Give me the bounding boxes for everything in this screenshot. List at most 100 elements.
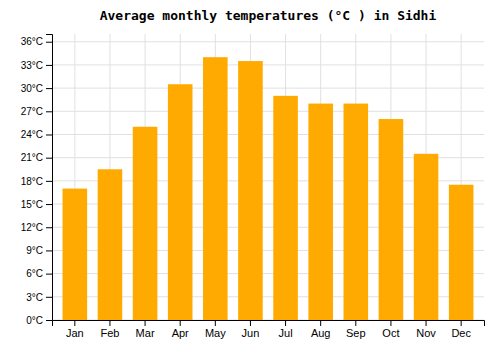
y-tick: 33°C xyxy=(21,60,52,71)
y-tick-label: 36°C xyxy=(21,36,43,47)
bar xyxy=(308,104,333,320)
bars xyxy=(63,57,474,320)
x-tick-mark xyxy=(426,320,427,326)
x-tick: Feb xyxy=(100,320,119,339)
grid-line-y xyxy=(52,64,484,65)
y-tick: 24°C xyxy=(21,129,52,140)
x-axis-line xyxy=(53,321,485,327)
x-tick-label: Jan xyxy=(66,327,84,339)
y-tick-mark xyxy=(46,111,52,112)
bar xyxy=(168,84,193,320)
bar xyxy=(414,154,439,320)
y-axis: 0°C 3°C 6°C 9°C 12°C 15°C 18°C 21°C 24°C 27°C 30°C… xyxy=(21,35,53,326)
y-tick-label: 9°C xyxy=(26,245,43,256)
x-tick: Dec xyxy=(451,320,471,339)
bar xyxy=(98,169,123,320)
x-tick-label: Sep xyxy=(346,327,366,339)
y-tick-label: 24°C xyxy=(21,129,43,140)
x-tick: Oct xyxy=(382,320,399,339)
bar xyxy=(449,185,474,320)
x-tick-mark xyxy=(215,320,216,326)
y-tick: 6°C xyxy=(26,268,52,279)
x-tick: Apr xyxy=(172,320,189,339)
y-tick-label: 27°C xyxy=(21,106,43,117)
x-tick-label: Jun xyxy=(242,327,260,339)
y-tick-mark xyxy=(46,297,52,298)
grid-line-y xyxy=(52,41,484,42)
grid xyxy=(52,34,484,320)
bar xyxy=(344,104,369,320)
y-tick: 36°C xyxy=(21,36,52,47)
grid-line-y xyxy=(52,134,484,135)
bar xyxy=(238,61,263,320)
y-tick: 18°C xyxy=(21,176,52,187)
y-tick-label: 33°C xyxy=(21,60,43,71)
y-tick: 3°C xyxy=(26,292,52,303)
y-tick-mark xyxy=(46,134,52,135)
y-tick-mark xyxy=(46,181,52,182)
x-tick-mark xyxy=(390,320,391,326)
y-tick-mark xyxy=(46,88,52,89)
y-tick-label: 6°C xyxy=(26,268,43,279)
x-tick: Nov xyxy=(416,320,436,339)
y-tick: 9°C xyxy=(26,245,52,256)
x-tick-label: Apr xyxy=(172,327,189,339)
bar xyxy=(273,96,298,320)
y-tick: 27°C xyxy=(21,106,52,117)
x-tick: Jun xyxy=(242,320,260,339)
x-tick-mark xyxy=(250,320,251,326)
y-tick: 21°C xyxy=(21,152,52,163)
y-tick: 12°C xyxy=(21,222,52,233)
y-tick-mark xyxy=(46,227,52,228)
x-tick-mark xyxy=(355,320,356,326)
y-tick-mark xyxy=(46,65,52,66)
y-tick-mark xyxy=(46,320,52,321)
y-tick-mark xyxy=(46,42,52,43)
y-tick-mark xyxy=(46,274,52,275)
x-tick-label: Jul xyxy=(279,327,293,339)
x-tick: May xyxy=(205,320,226,339)
x-tick-mark xyxy=(109,320,110,326)
x-tick-mark xyxy=(285,320,286,326)
y-tick: 30°C xyxy=(21,83,52,94)
x-tick: Jan xyxy=(66,320,84,339)
x-tick-label: Oct xyxy=(382,327,399,339)
x-tick: Sep xyxy=(346,320,366,339)
y-tick-mark xyxy=(46,250,52,251)
y-tick-label: 15°C xyxy=(21,199,43,210)
grid-line-y xyxy=(52,88,484,89)
bar xyxy=(63,189,88,320)
x-tick-mark xyxy=(461,320,462,326)
chart-svg: Jan Feb Mar Apr May Jun Jul Aug Sep Oct Nov Dec 0°C 3… xyxy=(0,0,500,350)
x-tick-label: Dec xyxy=(451,327,471,339)
x-tick-label: May xyxy=(205,327,226,339)
y-tick-label: 12°C xyxy=(21,222,43,233)
y-tick-label: 21°C xyxy=(21,152,43,163)
plot-area: Jan Feb Mar Apr May Jun Jul Aug Sep Oct Nov Dec 0°C 3… xyxy=(21,34,485,339)
x-tick: Mar xyxy=(136,320,155,339)
x-tick-label: Nov xyxy=(416,327,436,339)
x-tick-mark xyxy=(320,320,321,326)
chart-title: Average monthly temperatures (°C ) in Si… xyxy=(100,8,437,23)
x-tick: Jul xyxy=(279,320,293,339)
y-tick-label: 30°C xyxy=(21,83,43,94)
x-tick-label: Aug xyxy=(311,327,331,339)
x-tick-label: Feb xyxy=(100,327,119,339)
y-tick-label: 0°C xyxy=(26,315,43,326)
x-tick-mark xyxy=(145,320,146,326)
grid-line-y xyxy=(52,111,484,112)
bar xyxy=(379,119,404,320)
bar xyxy=(203,57,228,320)
bar xyxy=(133,127,158,320)
x-tick-mark xyxy=(74,320,75,326)
y-tick-label: 18°C xyxy=(21,176,43,187)
y-tick: 15°C xyxy=(21,199,52,210)
y-tick-label: 3°C xyxy=(26,292,43,303)
y-tick-mark xyxy=(46,204,52,205)
x-axis: Jan Feb Mar Apr May Jun Jul Aug Sep Oct Nov Dec xyxy=(53,320,485,339)
y-tick: 0°C xyxy=(26,315,52,326)
y-tick-mark xyxy=(46,158,52,159)
y-axis-line xyxy=(46,35,53,321)
x-tick-mark xyxy=(180,320,181,326)
x-tick: Aug xyxy=(311,320,331,339)
